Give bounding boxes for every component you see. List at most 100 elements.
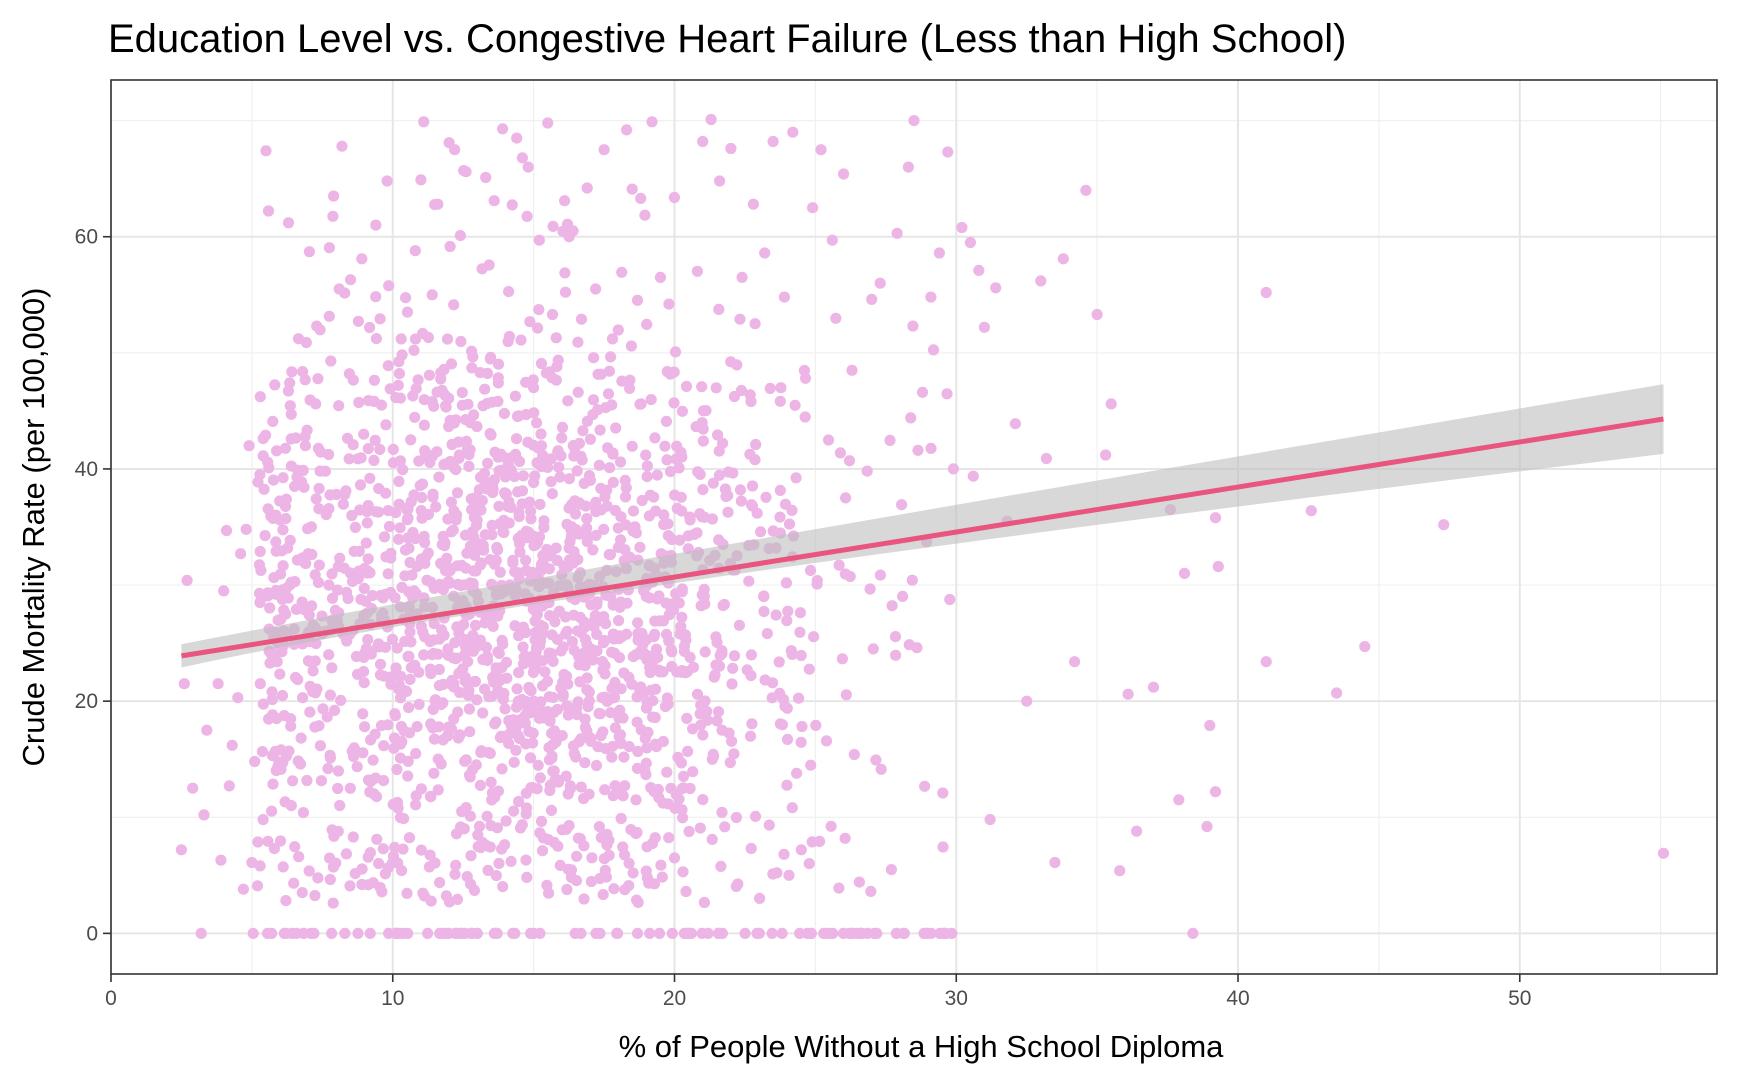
scatter-point [392, 802, 404, 814]
scatter-point [404, 556, 416, 569]
scatter-point [696, 381, 708, 393]
scatter-point [361, 517, 373, 529]
scatter-point [257, 433, 269, 445]
scatter-point [215, 854, 227, 866]
scatter-point [677, 770, 690, 783]
scatter-point [297, 692, 309, 704]
scatter-point [978, 321, 991, 333]
scatter-point [364, 847, 376, 859]
scatter-point [649, 628, 661, 641]
scatter-point [461, 871, 473, 883]
scatter-point [594, 424, 606, 436]
scatter-point [853, 876, 866, 888]
scatter-point [814, 835, 826, 848]
scatter-point [734, 484, 747, 496]
scatter-point [834, 447, 847, 459]
scatter-point [413, 666, 425, 678]
scatter-point [844, 570, 856, 583]
scatter-point [466, 764, 479, 776]
scatter-point [543, 887, 555, 899]
scatter-point [370, 219, 382, 231]
scatter-point [548, 836, 560, 849]
scatter-point [513, 667, 525, 679]
scatter-point [481, 810, 493, 822]
scatter-point [332, 765, 344, 777]
plot-border [110, 79, 1718, 975]
scatter-point [451, 487, 464, 499]
scatter-point [1009, 418, 1022, 430]
scatter-point [285, 800, 297, 812]
scatter-point [291, 471, 303, 483]
scatter-point [424, 849, 436, 861]
scatter-point [639, 733, 651, 745]
scatter-point [396, 865, 408, 877]
scatter-point [374, 641, 386, 653]
scatter-point [589, 609, 602, 622]
scatter-point [587, 394, 600, 406]
scatter-point [590, 529, 602, 542]
scatter-point [324, 873, 336, 886]
scatter-point [252, 836, 264, 848]
scatter-point [755, 526, 767, 538]
scatter-point [348, 751, 360, 763]
scatter-point [782, 605, 794, 617]
scatter-point [280, 608, 292, 620]
scatter-point [682, 530, 694, 542]
scatter-point [459, 648, 471, 661]
scatter-point [620, 519, 632, 531]
scatter-point [474, 367, 486, 379]
scatter-point [605, 707, 617, 719]
scatter-point [571, 850, 583, 862]
scatter-point [822, 434, 835, 446]
scatter-point [508, 756, 520, 768]
scatter-point [364, 472, 376, 484]
scatter-point [541, 675, 554, 688]
scatter-point [334, 799, 346, 812]
scatter-point [664, 368, 676, 380]
scatter-point [393, 368, 405, 380]
scatter-point [557, 676, 569, 688]
scatter-point [606, 751, 618, 763]
scatter-point [395, 720, 407, 733]
scatter-point [632, 745, 644, 758]
scatter-point [358, 582, 370, 595]
scatter-point [535, 428, 547, 440]
scatter-point [653, 664, 665, 676]
scatter-point [550, 374, 562, 386]
scatter-point [939, 927, 951, 940]
scatter-point [392, 379, 404, 391]
scatter-point [483, 691, 495, 703]
scatter-point [312, 872, 324, 884]
scatter-point [912, 444, 924, 456]
scatter-point [449, 144, 461, 156]
scatter-point [369, 728, 381, 740]
scatter-point [818, 927, 830, 940]
scatter-point [314, 465, 326, 477]
scatter-point [581, 536, 593, 548]
scatter-point [478, 467, 491, 479]
scatter-point [553, 461, 565, 473]
scatter-point [1305, 505, 1317, 517]
scatter-point [672, 751, 684, 763]
scatter-point [437, 927, 450, 940]
scatter-point [578, 616, 590, 628]
scatter-point [469, 619, 482, 632]
scatter-point [575, 313, 588, 325]
scatter-point [382, 360, 394, 372]
scatter-point [497, 123, 509, 135]
scatter-point [713, 303, 725, 315]
scatter-point [466, 362, 478, 374]
scatter-point [551, 554, 563, 567]
scatter-point [614, 704, 626, 716]
scatter-point [712, 927, 725, 940]
scatter-point [659, 700, 672, 713]
scatter-point [394, 812, 407, 824]
scatter-point [568, 450, 580, 462]
scatter-point [309, 721, 321, 733]
scatter-point [277, 560, 289, 572]
scatter-point [583, 788, 595, 800]
x-tick-label: 0 [105, 987, 117, 1010]
scatter-point [739, 927, 751, 940]
scatter-point [450, 414, 462, 426]
scatter-point [507, 805, 520, 817]
